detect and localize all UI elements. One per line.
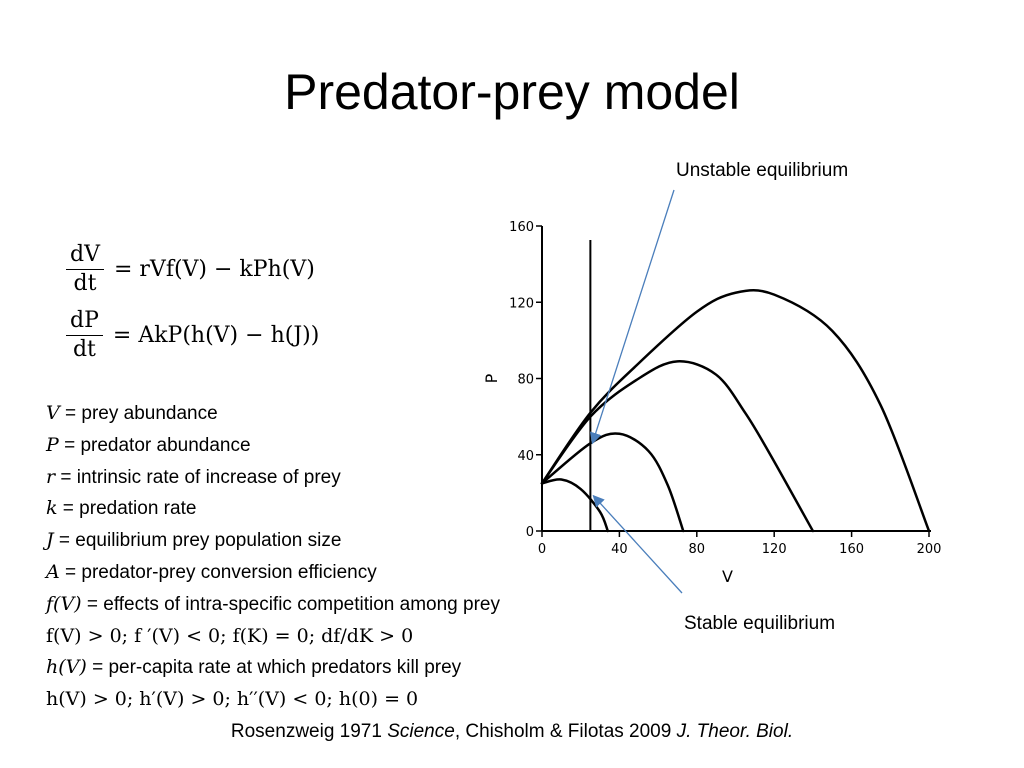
h-conditions: h(V) > 0; h′(V) > 0; h′′(V) < 0; h(0) = … bbox=[46, 688, 419, 711]
definition-symbol: P bbox=[46, 433, 59, 456]
prey-derivative-numerator: dV bbox=[66, 242, 104, 270]
definition-text: = per-capita rate at which predators kil… bbox=[86, 657, 462, 679]
definition-symbol: h(V) bbox=[46, 656, 87, 679]
y-tick-label: 0 bbox=[526, 525, 534, 540]
f-conditions: f(V) > 0; f ′(V) < 0; f(K) = 0; df/dK > … bbox=[46, 624, 414, 647]
predator-derivative: dP dt bbox=[66, 308, 103, 363]
y-tick-label: 120 bbox=[509, 296, 534, 311]
x-tick-label: 80 bbox=[689, 542, 706, 557]
definition-text: = effects of intra-specific competition … bbox=[81, 593, 500, 615]
definitions-list: V = prey abundance P = predator abundanc… bbox=[46, 398, 626, 716]
unstable-equilibrium-arrow bbox=[590, 189, 675, 445]
y-tick-label: 160 bbox=[509, 220, 534, 235]
equations: dV dt = rVf(V) − kPh(V) dP dt = AkP(h(V)… bbox=[66, 236, 396, 376]
x-tick-label: 160 bbox=[839, 542, 864, 557]
x-tick-label: 0 bbox=[538, 542, 546, 557]
condition-row: h(V) > 0; h′(V) > 0; h′′(V) < 0; h(0) = … bbox=[46, 684, 626, 716]
definition-text: = prey abundance bbox=[59, 403, 218, 424]
definition-symbol: J bbox=[46, 529, 54, 552]
definition-row: V = prey abundance bbox=[46, 398, 626, 430]
x-tick-label: 120 bbox=[762, 542, 787, 557]
definition-row: f(V) = effects of intra-specific competi… bbox=[46, 589, 626, 621]
citation: Rosenzweig 1971 Science, Chisholm & Filo… bbox=[0, 718, 1024, 746]
condition-row: f(V) > 0; f ′(V) < 0; f(K) = 0; df/dK > … bbox=[46, 621, 626, 653]
unstable-equilibrium-label: Unstable equilibrium bbox=[676, 160, 849, 181]
y-axis-label: P bbox=[482, 373, 501, 383]
prey-equation-rhs: = rVf(V) − kPh(V) bbox=[113, 256, 315, 282]
stable-equilibrium-label: Stable equilibrium bbox=[684, 613, 836, 634]
x-tick-label: 200 bbox=[917, 542, 942, 557]
definition-row: h(V) = per-capita rate at which predator… bbox=[46, 652, 626, 684]
citation-journal-1: Science bbox=[387, 721, 455, 742]
definition-text: = predation rate bbox=[57, 498, 197, 520]
definition-row: P = predator abundance bbox=[46, 430, 626, 462]
definition-text: = intrinsic rate of increase of prey bbox=[55, 466, 341, 488]
predator-equation-rhs: = AkP(h(V) − h(J)) bbox=[112, 322, 320, 348]
definition-symbol: k bbox=[46, 497, 58, 520]
definition-symbol: A bbox=[46, 560, 60, 583]
predator-derivative-denominator: dt bbox=[72, 336, 96, 362]
x-axis-label: V bbox=[722, 567, 733, 586]
definition-row: r = intrinsic rate of increase of prey bbox=[46, 462, 626, 494]
prey-isocline-curve bbox=[540, 432, 685, 533]
y-tick-label: 80 bbox=[517, 373, 534, 388]
prey-isocline-curve bbox=[540, 478, 610, 533]
definition-symbol: r bbox=[46, 465, 56, 488]
definition-symbol: V bbox=[46, 402, 60, 424]
citation-journal-2: J. Theor. Biol. bbox=[676, 721, 794, 742]
prey-equation: dV dt = rVf(V) − kPh(V) bbox=[66, 236, 396, 302]
predator-equation: dP dt = AkP(h(V) − h(J)) bbox=[66, 302, 396, 368]
definition-row: k = predation rate bbox=[46, 493, 626, 525]
stable-equilibrium-arrow bbox=[592, 494, 683, 594]
prey-derivative-denominator: dt bbox=[73, 270, 97, 296]
predator-derivative-numerator: dP bbox=[66, 308, 103, 336]
prey-isocline-curve bbox=[540, 288, 931, 533]
definition-text: = predator-prey conversion efficiency bbox=[59, 561, 377, 583]
citation-authors-1: Rosenzweig 1971 bbox=[230, 721, 388, 742]
definition-text: = predator abundance bbox=[58, 434, 251, 456]
definition-row: A = predator-prey conversion efficiency bbox=[46, 557, 626, 589]
citation-authors-2: , Chisholm & Filotas 2009 bbox=[454, 721, 677, 742]
slide-title: Predator-prey model bbox=[284, 64, 740, 120]
prey-isocline-curve bbox=[540, 360, 815, 533]
x-tick-label: 40 bbox=[611, 542, 628, 557]
y-tick-label: 40 bbox=[517, 449, 534, 464]
definition-symbol: f(V) bbox=[46, 592, 82, 615]
definition-text: = equilibrium prey population size bbox=[53, 530, 342, 552]
prey-derivative: dV dt bbox=[66, 242, 104, 297]
definition-row: J = equilibrium prey population size bbox=[46, 525, 626, 557]
